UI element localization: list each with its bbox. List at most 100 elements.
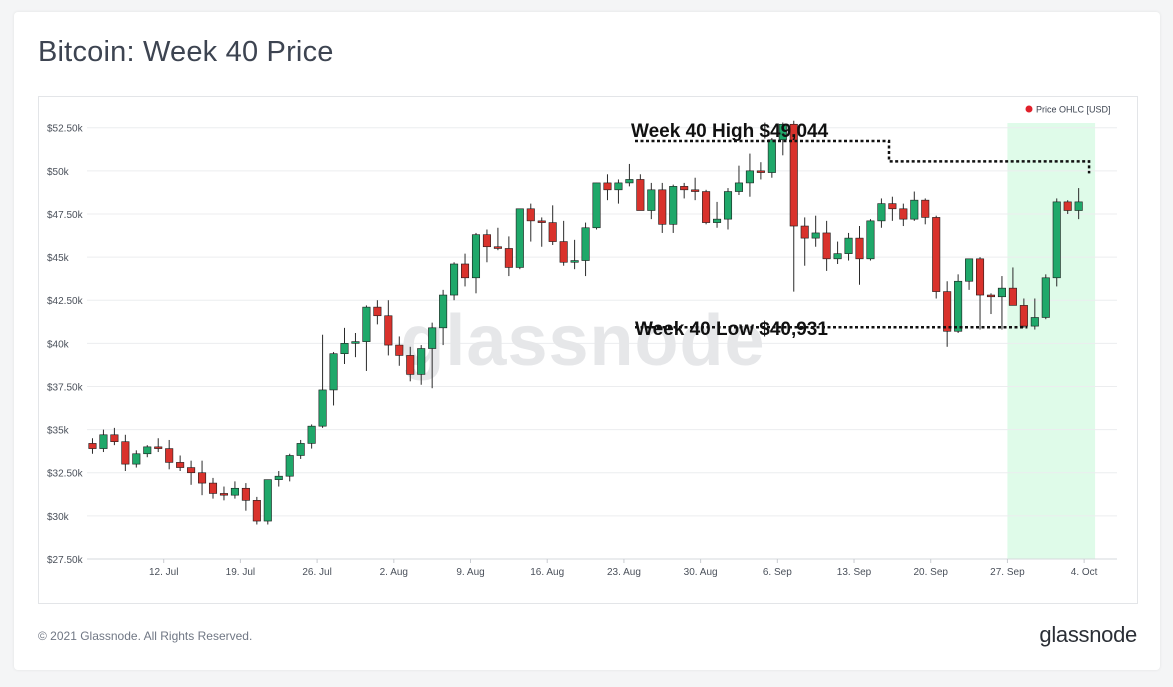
candle-down bbox=[658, 189, 667, 225]
candle-down bbox=[986, 294, 996, 298]
candle-up bbox=[471, 234, 481, 279]
candle-up bbox=[99, 434, 108, 449]
y-tick-label: $42.50k bbox=[47, 296, 84, 307]
candle-down bbox=[121, 441, 130, 465]
x-tick-label: 4. Oct bbox=[1071, 567, 1098, 578]
candle-up bbox=[329, 353, 338, 391]
footer-copyright: © 2021 Glassnode. All Rights Reserved. bbox=[38, 629, 253, 643]
x-tick-label: 16. Aug bbox=[530, 567, 564, 578]
candle-down bbox=[537, 220, 546, 223]
candle-up bbox=[450, 263, 459, 296]
week-40-highlight bbox=[1007, 123, 1096, 559]
candle-down bbox=[789, 123, 798, 227]
candle-up bbox=[614, 182, 623, 191]
candle-up bbox=[132, 453, 141, 465]
glassnode-logo[interactable]: glassnode bbox=[1039, 622, 1137, 647]
candle-up bbox=[647, 189, 656, 211]
candle-down bbox=[976, 258, 985, 296]
candle-up bbox=[307, 425, 316, 444]
y-tick-label: $40k bbox=[47, 339, 70, 350]
y-tick-label: $32.50k bbox=[47, 469, 84, 480]
candle-down bbox=[921, 199, 930, 218]
candle-up bbox=[767, 139, 776, 173]
candle-down bbox=[603, 182, 612, 191]
candle-down bbox=[198, 472, 207, 484]
candle-down bbox=[252, 500, 261, 522]
x-tick-label: 26. Jul bbox=[302, 567, 331, 578]
candle-up bbox=[997, 287, 1006, 298]
candle-down bbox=[406, 355, 415, 375]
candle-down bbox=[110, 434, 119, 442]
candle-up bbox=[515, 208, 524, 268]
x-tick-label: 19. Jul bbox=[226, 567, 255, 578]
week-40-high-label: Week 40 High $49,044 bbox=[631, 121, 829, 142]
candle-down bbox=[493, 246, 502, 249]
candle-down bbox=[219, 493, 228, 496]
candle-up bbox=[669, 186, 678, 225]
candle-up bbox=[263, 479, 272, 522]
candle-up bbox=[285, 455, 294, 477]
candle-up bbox=[581, 227, 590, 261]
y-tick-label: $45k bbox=[47, 253, 70, 264]
candle-down bbox=[943, 291, 952, 332]
x-tick-label: 13. Sep bbox=[837, 567, 872, 578]
candle-down bbox=[384, 315, 393, 346]
y-tick-label: $47.50k bbox=[47, 210, 84, 221]
candle-down bbox=[756, 170, 765, 173]
y-tick-label: $37.50k bbox=[47, 382, 84, 393]
candle-down bbox=[691, 189, 700, 192]
candle-up bbox=[954, 280, 963, 332]
candle-up bbox=[570, 260, 579, 263]
candle-down bbox=[1063, 201, 1072, 211]
candle-down bbox=[482, 234, 491, 248]
y-tick-label: $50k bbox=[47, 167, 70, 178]
x-tick-label: 12. Jul bbox=[149, 567, 178, 578]
y-tick-label: $27.50k bbox=[47, 555, 84, 566]
chart-panel: $27.50k $30k $32.50k $35k $37.50k $40k $42.50k… bbox=[38, 96, 1138, 604]
x-tick-label: 6. Sep bbox=[763, 567, 792, 578]
candle-up bbox=[734, 182, 743, 192]
candle-up bbox=[833, 253, 842, 260]
candle-up bbox=[417, 348, 426, 375]
candle-up bbox=[1052, 201, 1061, 279]
candle-up bbox=[428, 327, 437, 349]
watermark-logo: glassnode bbox=[400, 301, 765, 381]
candle-down bbox=[241, 487, 250, 501]
candle-down bbox=[165, 448, 174, 463]
candle-down bbox=[1019, 305, 1028, 327]
candle-up bbox=[625, 179, 634, 184]
candle-down bbox=[1008, 287, 1017, 306]
candle-down bbox=[855, 237, 864, 260]
candle-up bbox=[713, 218, 722, 223]
candle-down bbox=[154, 446, 163, 449]
candle-up bbox=[318, 389, 327, 427]
y-tick-label: $35k bbox=[47, 426, 70, 437]
candle-up bbox=[340, 343, 349, 355]
candle-down bbox=[899, 208, 908, 220]
x-tick-label: 9. Aug bbox=[456, 567, 484, 578]
price-chart[interactable]: $27.50k $30k $32.50k $35k $37.50k $40k $42.50k… bbox=[39, 97, 1137, 603]
candle-down bbox=[636, 179, 645, 211]
candle-up bbox=[910, 199, 919, 220]
candle-up bbox=[877, 203, 886, 222]
candle-down bbox=[680, 186, 689, 191]
x-tick-label: 23. Aug bbox=[607, 567, 641, 578]
candle-up bbox=[274, 475, 283, 480]
candle-up bbox=[439, 294, 448, 329]
candle-down bbox=[548, 222, 557, 242]
week-40-low-label: Week 40 Low $40,931 bbox=[635, 319, 828, 340]
candle-up bbox=[778, 123, 787, 141]
candle-down bbox=[932, 217, 941, 292]
candle-up bbox=[296, 443, 305, 456]
page-title: Bitcoin: Week 40 Price bbox=[38, 36, 334, 68]
candle-up bbox=[362, 306, 371, 342]
x-tick-label: 2. Aug bbox=[380, 567, 408, 578]
candle-up bbox=[1041, 277, 1050, 318]
legend-label: Price OHLC [USD] bbox=[1036, 105, 1111, 115]
y-tick-label: $52.50k bbox=[47, 124, 84, 135]
candle-up bbox=[230, 487, 239, 496]
candle-up bbox=[1030, 317, 1039, 327]
candle-down bbox=[88, 443, 97, 449]
candle-down bbox=[187, 467, 196, 474]
candle-down bbox=[559, 241, 568, 263]
